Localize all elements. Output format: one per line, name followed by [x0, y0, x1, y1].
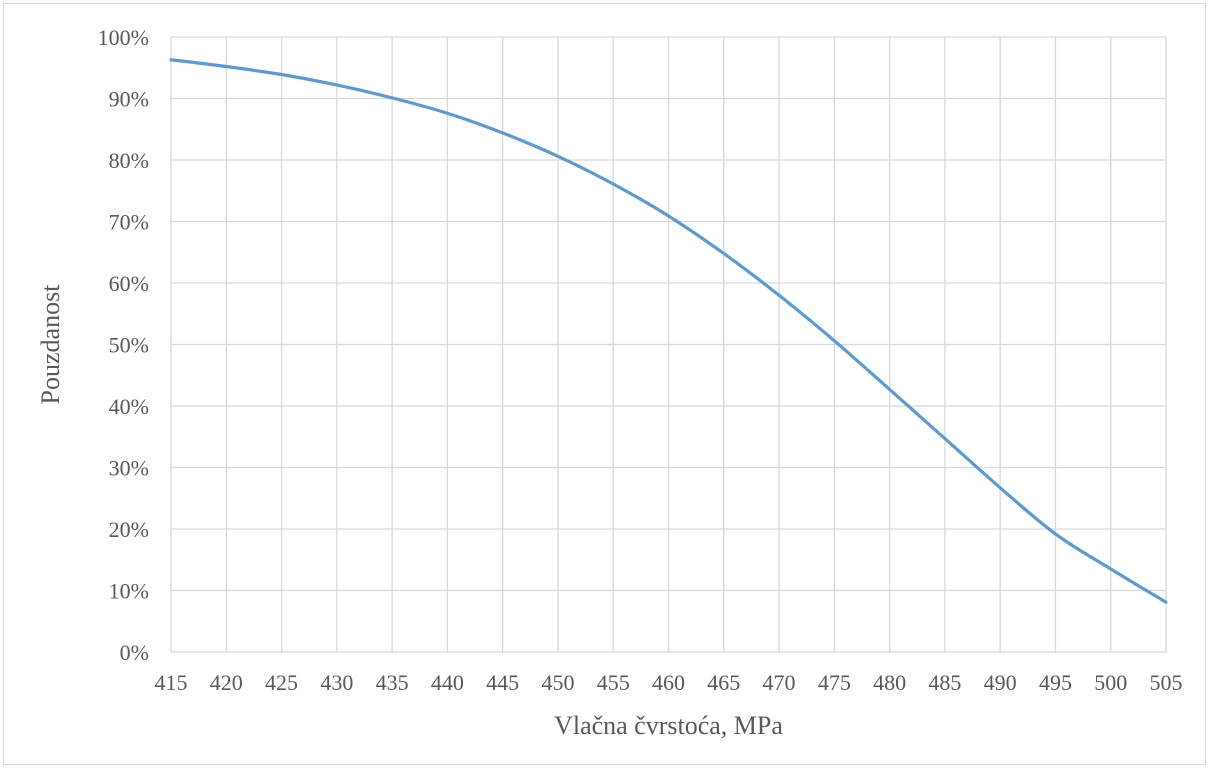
y-tick-label: 60% — [109, 271, 149, 296]
y-tick-label: 90% — [109, 87, 149, 112]
y-tick-label: 50% — [109, 333, 149, 358]
y-axis-title: Pouzdanost — [36, 284, 65, 405]
x-tick-label: 485 — [928, 670, 961, 695]
x-tick-label: 475 — [818, 670, 851, 695]
x-tick-label: 450 — [541, 670, 574, 695]
y-tick-label: 70% — [109, 210, 149, 235]
y-tick-label: 10% — [109, 579, 149, 604]
y-tick-label: 30% — [109, 456, 149, 481]
x-tick-label: 490 — [984, 670, 1017, 695]
x-tick-label: 445 — [486, 670, 519, 695]
series-group — [169, 58, 1168, 604]
chart-frame: 0% 10% 20% 30% 40% 50% 60% 70% 80% 90% 100% 415 420… — [3, 3, 1206, 765]
x-tick-label: 420 — [210, 670, 243, 695]
x-tick-label: 500 — [1094, 670, 1127, 695]
x-axis-ticks: 415 420 425 430 435 440 445 450 455 460 465 470 475 4… — [155, 670, 1183, 695]
x-tick-label: 470 — [763, 670, 796, 695]
y-tick-label: 80% — [109, 148, 149, 173]
y-axis-ticks: 0% 10% 20% 30% 40% 50% 60% 70% 80% 90% 100% — [98, 25, 149, 665]
x-tick-label: 425 — [265, 670, 298, 695]
x-tick-label: 455 — [597, 670, 630, 695]
x-tick-label: 480 — [873, 670, 906, 695]
x-axis-title: Vlačna čvrstoća, MPa — [554, 711, 783, 740]
x-tick-label: 415 — [155, 670, 188, 695]
y-tick-label: 0% — [120, 640, 149, 665]
grid-lines — [170, 36, 1167, 653]
y-tick-label: 100% — [98, 25, 149, 50]
x-tick-label: 440 — [431, 670, 464, 695]
series-line — [169, 58, 1168, 604]
x-tick-label: 505 — [1150, 670, 1183, 695]
x-tick-label: 495 — [1039, 670, 1072, 695]
y-tick-label: 40% — [109, 394, 149, 419]
x-tick-label: 435 — [376, 670, 409, 695]
x-tick-label: 465 — [707, 670, 740, 695]
reliability-line-chart: 0% 10% 20% 30% 40% 50% 60% 70% 80% 90% 100% 415 420… — [36, 25, 1183, 740]
x-tick-label: 460 — [652, 670, 685, 695]
x-tick-label: 430 — [320, 670, 353, 695]
y-tick-label: 20% — [109, 517, 149, 542]
